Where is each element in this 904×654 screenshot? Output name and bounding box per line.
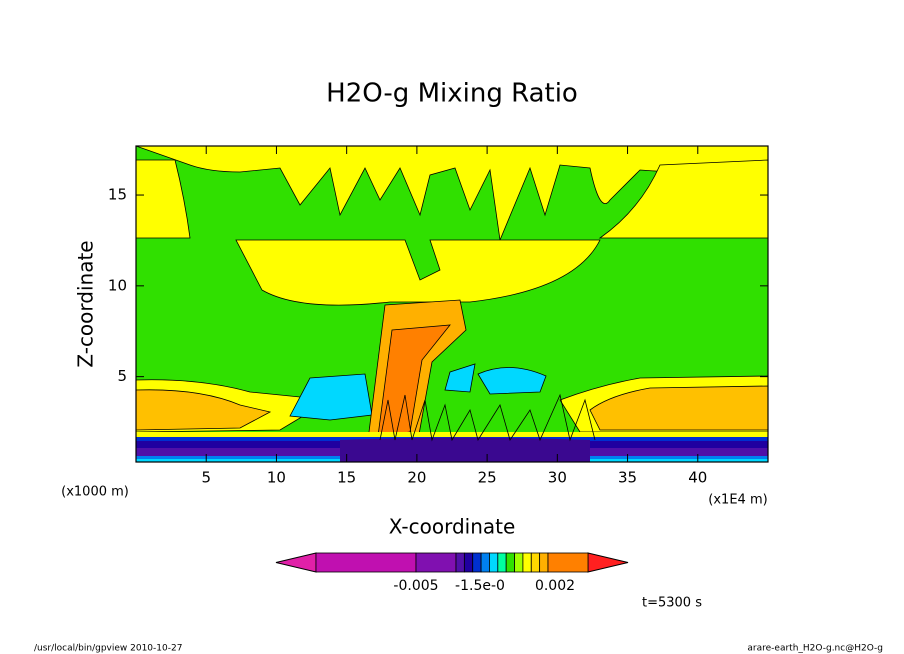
x-scale-label: (x1E4 m) <box>708 493 767 508</box>
contour-line <box>379 393 596 442</box>
footer: arare-earth_H2O-g.nc@H2O-g <box>747 644 883 654</box>
x-axis-label: X-coordinate <box>389 515 516 539</box>
y-tick-label: 10 <box>108 276 127 294</box>
field-region <box>289 373 373 421</box>
x-tick-label: 15 <box>337 469 356 487</box>
colorbar-segment <box>547 552 589 573</box>
colorbar-segment <box>463 552 474 573</box>
field-region <box>477 367 547 395</box>
colorbar-segment <box>539 552 549 573</box>
colorbar-segment <box>530 552 541 573</box>
colorbar: -0.005 -1.5e-0 0.002 <box>275 552 629 594</box>
field-region <box>598 159 769 239</box>
chart-title: H2O-g Mixing Ratio <box>326 79 578 109</box>
plot-frame <box>135 145 769 463</box>
colorbar-segment <box>522 552 532 573</box>
colorbar-segment <box>315 552 417 573</box>
colorbar-extend <box>587 552 629 573</box>
colorbar-segment <box>514 552 524 573</box>
axes: 5 10 15 20 25 30 35 40 5 10 15 <box>108 146 768 487</box>
colorbar-segment <box>455 552 465 573</box>
time-label: t=5300 s <box>642 596 702 611</box>
colorbar-label: -1.5e-0 <box>455 578 505 594</box>
colorbar-segment <box>480 552 490 573</box>
colorbar-segment <box>415 552 457 573</box>
y-tick-label: 15 <box>108 186 127 204</box>
field-region <box>444 363 476 393</box>
x-tick-label: 25 <box>478 469 497 487</box>
y-axis-label: Z-coordinate <box>74 240 98 367</box>
field-region <box>235 239 601 306</box>
colorbar-segment <box>489 552 499 573</box>
contour-field <box>135 145 769 462</box>
y-tick-label: 5 <box>117 367 127 385</box>
field-region <box>136 432 768 437</box>
x-tick-label: 35 <box>618 469 637 487</box>
colorbar-label: 0.002 <box>535 578 575 594</box>
colorbar-segment <box>472 552 482 573</box>
colorbar-segment <box>497 552 507 573</box>
x-tick-label: 10 <box>267 469 286 487</box>
field-region <box>135 159 191 239</box>
field-region <box>340 437 590 462</box>
field-region <box>135 389 272 431</box>
x-tick-label: 20 <box>407 469 426 487</box>
x-scale-label: (x1000 m) <box>61 485 129 500</box>
colorbar-extend <box>275 552 317 573</box>
x-tick-label: 40 <box>688 469 707 487</box>
x-tick-label: 30 <box>548 469 567 487</box>
colorbar-segment <box>505 552 515 573</box>
x-tick-label: 5 <box>201 469 211 487</box>
field-region <box>377 324 451 437</box>
field-region <box>589 385 769 431</box>
footer: /usr/local/bin/gpview 2010-10-27 <box>34 644 182 654</box>
colorbar-label: -0.005 <box>393 578 438 594</box>
